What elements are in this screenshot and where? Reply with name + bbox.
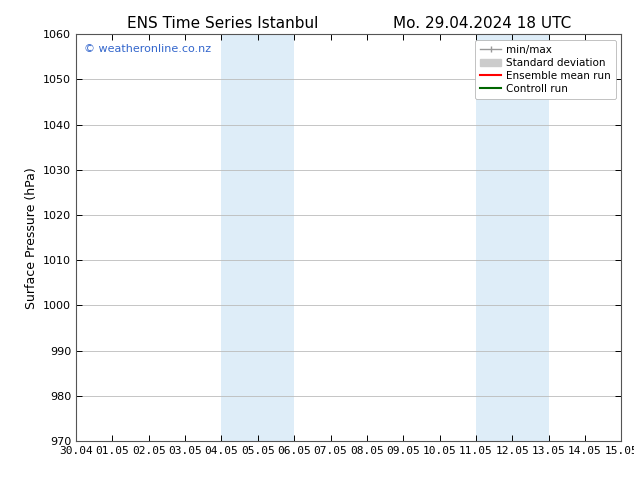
Y-axis label: Surface Pressure (hPa): Surface Pressure (hPa) bbox=[25, 167, 37, 309]
Legend: min/max, Standard deviation, Ensemble mean run, Controll run: min/max, Standard deviation, Ensemble me… bbox=[475, 40, 616, 99]
Text: ENS Time Series Istanbul: ENS Time Series Istanbul bbox=[127, 16, 318, 31]
Bar bbox=[476, 34, 548, 441]
Bar bbox=[221, 34, 294, 441]
Text: Mo. 29.04.2024 18 UTC: Mo. 29.04.2024 18 UTC bbox=[393, 16, 571, 31]
Text: © weatheronline.co.nz: © weatheronline.co.nz bbox=[84, 45, 211, 54]
